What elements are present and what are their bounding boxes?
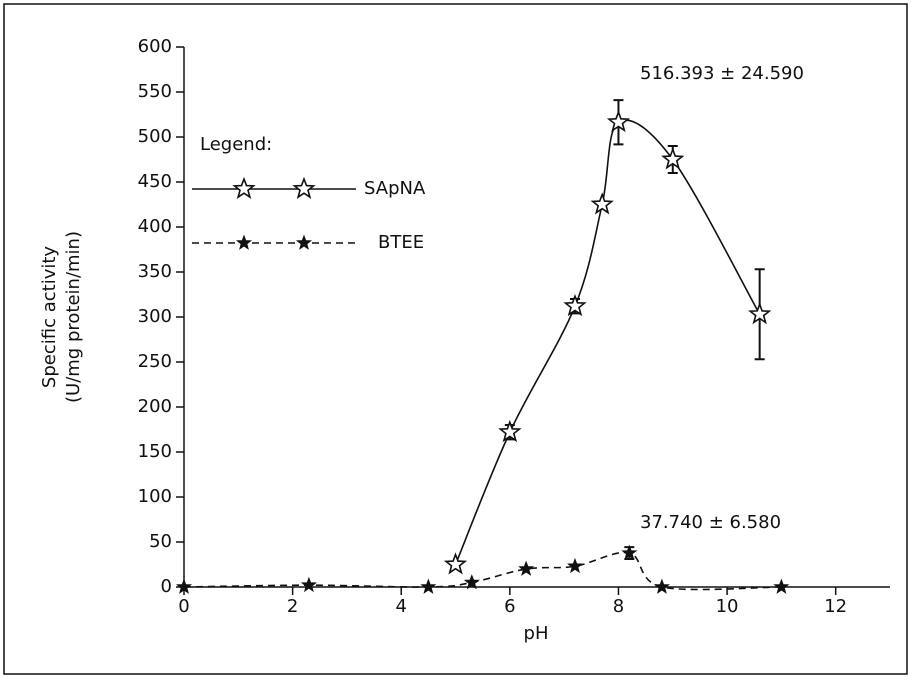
marker — [606, 109, 631, 133]
series-line — [454, 119, 761, 565]
marker — [563, 293, 587, 317]
marker — [498, 419, 522, 443]
y-tick-label: 300 — [138, 306, 172, 327]
marker — [748, 302, 772, 325]
y-tick-label: 0 — [161, 576, 172, 597]
x-tick-label: 2 — [287, 596, 298, 617]
annotation: 516.393 ± 24.590 — [640, 63, 804, 84]
legend-title: Legend: — [200, 134, 272, 155]
legend-marker — [295, 234, 313, 250]
marker — [463, 574, 480, 590]
x-tick-label: 6 — [504, 596, 515, 617]
x-axis-label: pH — [524, 623, 549, 644]
legend-marker — [292, 176, 316, 199]
y-tick-label: 400 — [138, 216, 172, 237]
marker — [567, 557, 584, 574]
legend-marker — [235, 234, 253, 250]
marker — [621, 544, 638, 560]
annotation: 37.740 ± 6.580 — [640, 512, 781, 533]
x-tick-label: 10 — [716, 596, 739, 617]
y-tick-label: 450 — [138, 171, 172, 192]
y-tick-label: 500 — [138, 126, 172, 147]
marker — [773, 578, 790, 594]
marker — [653, 578, 670, 594]
frame — [3, 3, 908, 675]
legend-label: SApNA — [364, 178, 426, 199]
y-tick-label: 200 — [138, 396, 172, 417]
y-tick-label: 150 — [138, 441, 172, 462]
marker — [420, 578, 437, 594]
y-tick-label: 350 — [138, 261, 172, 282]
x-tick-label: 4 — [396, 596, 407, 617]
marker — [443, 552, 468, 575]
y-tick-label: 50 — [149, 531, 172, 552]
y-axis-label: Specific activity — [39, 246, 60, 388]
marker — [175, 578, 193, 594]
y-tick-label: 250 — [138, 351, 172, 372]
y-tick-label: 550 — [138, 81, 172, 102]
y-axis-label: (U/mg protein/min) — [63, 231, 84, 403]
x-tick-label: 8 — [613, 596, 624, 617]
x-tick-label: 0 — [178, 596, 189, 617]
marker — [661, 147, 685, 170]
marker — [518, 560, 535, 576]
y-tick-label: 100 — [138, 486, 172, 507]
marker — [300, 576, 317, 593]
marker — [590, 192, 614, 215]
y-tick-label: 600 — [138, 36, 172, 57]
legend-marker — [232, 176, 256, 199]
x-tick-label: 12 — [824, 596, 847, 617]
series-line — [183, 551, 782, 591]
legend-label: BTEE — [378, 232, 424, 253]
